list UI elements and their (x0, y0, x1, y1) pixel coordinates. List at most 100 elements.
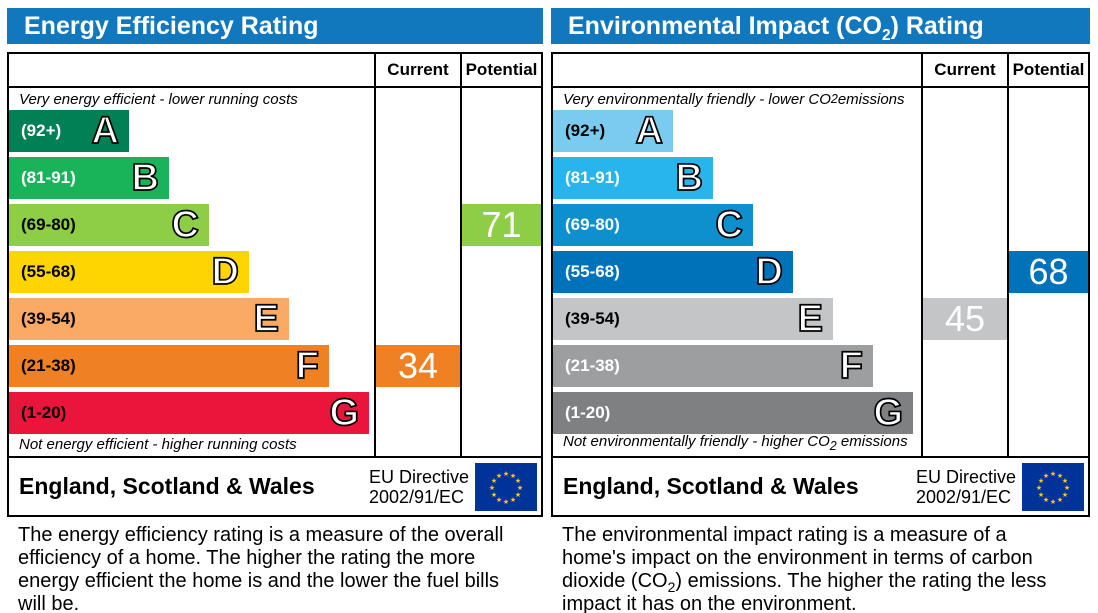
svg-text:★: ★ (496, 496, 502, 504)
band-a: (92+) A (9, 110, 129, 152)
current-column: 34 (374, 88, 460, 456)
top-caption: Very environmentally friendly - lower CO… (553, 88, 921, 110)
bottom-caption-text-end: emissions (836, 433, 908, 450)
band-c-range: (69-80) (565, 215, 620, 234)
band-f: (21-38) F (9, 345, 329, 387)
current-column: 45 (921, 88, 1007, 456)
eu-directive-label: EU Directive 2002/91/EC (916, 467, 1022, 507)
band-b-range: (81-91) (21, 168, 76, 187)
svg-text:★: ★ (1064, 484, 1070, 492)
svg-text:★: ★ (517, 484, 523, 492)
energy-efficiency-panel: Energy Efficiency Rating Current Potenti… (7, 8, 543, 517)
chart-footer: England, Scotland & Wales EU Directive 2… (9, 456, 541, 515)
environmental-impact-chart: Current Potential Very environmentally f… (551, 52, 1090, 517)
title-text-end: ) Rating (890, 12, 984, 40)
description-text: The environmental impact rating is a mea… (562, 524, 1033, 592)
eu-flag-icon: ★ ★★ ★★★ ★★★ ★★★ (475, 462, 537, 511)
chart-footer: England, Scotland & Wales EU Directive 2… (553, 456, 1088, 515)
current-rating-value: 34 (376, 345, 460, 387)
band-e: (39-54) E (553, 298, 833, 340)
band-f-letter: F (295, 345, 320, 387)
band-c: (69-80) C (553, 204, 753, 246)
eu-directive-line2: 2002/91/EC (368, 486, 465, 507)
current-column-header: Current (374, 54, 460, 86)
band-c: (69-80) C (9, 204, 209, 246)
top-caption: Very energy efficient - lower running co… (19, 90, 298, 108)
band-a-letter: A (635, 110, 664, 152)
svg-text:★: ★ (1062, 477, 1068, 485)
svg-text:★: ★ (1050, 498, 1056, 506)
band-d: (55-68) D (9, 251, 249, 293)
potential-rating-value: 71 (462, 204, 541, 246)
band-g-range: (1-20) (21, 403, 67, 422)
bottom-caption-text: Not environmentally friendly - higher CO (563, 433, 830, 450)
band-g-letter: G (873, 392, 904, 434)
svg-text:★: ★ (1036, 484, 1042, 492)
band-e-letter: E (253, 298, 280, 340)
svg-text:★: ★ (1043, 496, 1049, 504)
potential-column: 71 (460, 88, 541, 456)
bottom-caption-subscript: 2 (829, 439, 837, 453)
environmental-impact-description: The environmental impact rating is a mea… (562, 524, 1070, 613)
band-d-range: (55-68) (565, 262, 620, 281)
svg-text:★: ★ (510, 496, 516, 504)
band-b: (81-91) B (9, 157, 169, 199)
environmental-impact-panel: Environmental Impact (CO2) Rating Curren… (551, 8, 1090, 517)
eu-directive-line1: EU Directive (368, 466, 469, 487)
band-g-range: (1-20) (565, 403, 611, 422)
svg-text:★: ★ (489, 484, 495, 492)
band-e: (39-54) E (9, 298, 289, 340)
bands-area: Very energy efficient - lower running co… (9, 88, 374, 456)
bottom-caption: Not environmentally friendly - higher CO… (553, 433, 908, 453)
svg-text:★: ★ (496, 472, 502, 480)
eu-directive-line2: 2002/91/EC (915, 486, 1012, 507)
band-d-range: (55-68) (21, 262, 76, 281)
svg-text:★: ★ (1043, 472, 1049, 480)
band-f-range: (21-38) (565, 356, 620, 375)
description-subscript: 2 (667, 579, 676, 595)
band-a-letter: A (91, 110, 120, 152)
band-a: (92+) A (553, 110, 673, 152)
svg-text:★: ★ (1057, 472, 1063, 480)
svg-text:★: ★ (1062, 491, 1068, 499)
potential-column-header: Potential (460, 54, 541, 86)
band-c-letter: C (171, 204, 200, 246)
band-d: (55-68) D (553, 251, 793, 293)
title-subscript: 2 (881, 27, 891, 44)
header-spacer (553, 54, 921, 86)
environmental-impact-title: Environmental Impact (CO2) Rating (551, 8, 1090, 44)
column-header-row: Current Potential (9, 54, 541, 88)
band-e-range: (39-54) (565, 309, 620, 328)
band-f-range: (21-38) (21, 356, 76, 375)
band-g: (1-20) G (9, 392, 369, 434)
band-d-letter: D (755, 251, 784, 293)
band-e-letter: E (797, 298, 824, 340)
svg-text:★: ★ (1057, 496, 1063, 504)
svg-text:★: ★ (1038, 477, 1044, 485)
band-e-range: (39-54) (21, 309, 76, 328)
energy-efficiency-title: Energy Efficiency Rating (7, 8, 543, 44)
band-g-letter: G (329, 392, 360, 434)
band-d-letter: D (211, 251, 240, 293)
potential-column: 68 (1007, 88, 1088, 456)
band-c-letter: C (715, 204, 744, 246)
description-text-end: ) emissions. The higher the rating the l… (562, 570, 1047, 613)
bottom-caption: Not energy efficient - higher running co… (19, 436, 297, 453)
potential-rating-value: 68 (1009, 251, 1088, 293)
svg-text:★: ★ (503, 498, 509, 506)
top-caption-text: Very environmentally friendly - lower CO (563, 90, 831, 108)
band-b-range: (81-91) (565, 168, 620, 187)
current-column-header: Current (921, 54, 1007, 86)
region-label: England, Scotland & Wales (19, 473, 315, 499)
svg-text:★: ★ (510, 472, 516, 480)
svg-text:★: ★ (503, 470, 509, 478)
header-spacer (9, 54, 374, 86)
svg-text:★: ★ (515, 477, 521, 485)
eu-directive-line1: EU Directive (915, 466, 1016, 487)
svg-text:★: ★ (1050, 470, 1056, 478)
top-caption-subscript: 2 (830, 92, 838, 106)
band-a-range: (92+) (21, 121, 62, 140)
column-header-row: Current Potential (553, 54, 1088, 88)
band-c-range: (69-80) (21, 215, 76, 234)
